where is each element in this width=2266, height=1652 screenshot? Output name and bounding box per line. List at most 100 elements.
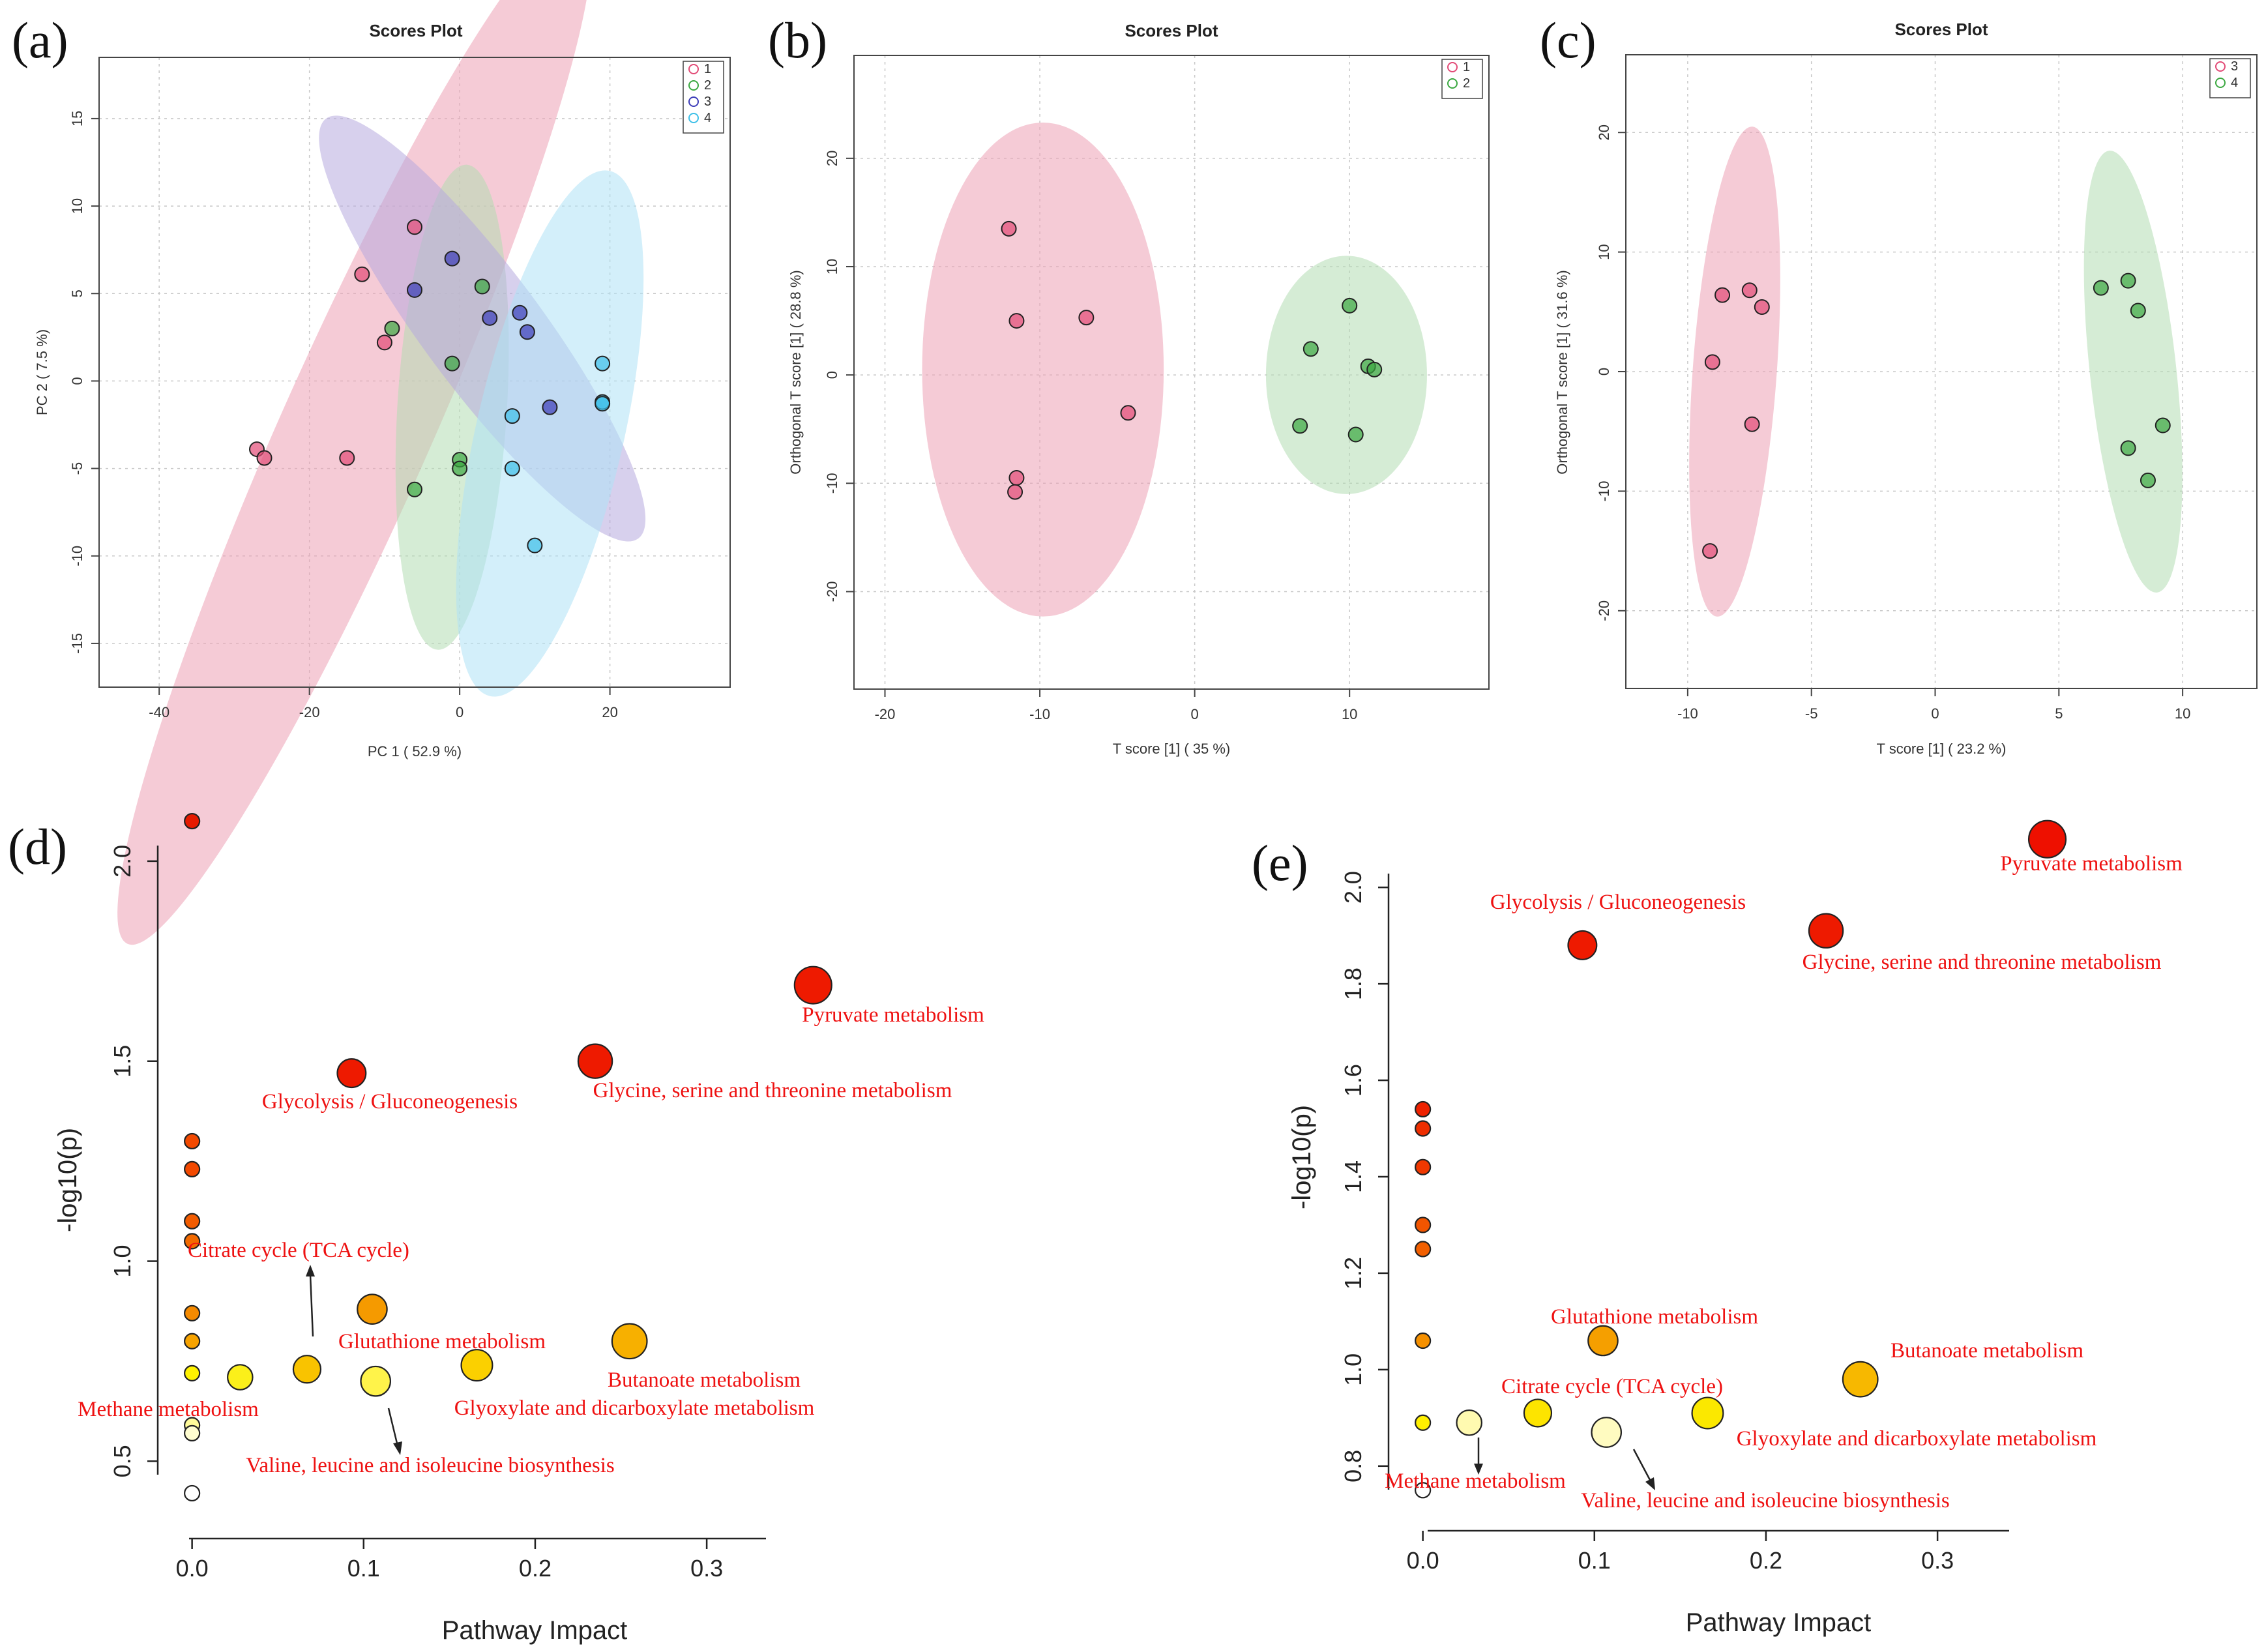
plot-title-c: Scores Plot (1894, 20, 1988, 39)
y-tick-label: 1.4 (1340, 1160, 1366, 1193)
data-point-group-4 (595, 355, 611, 372)
legend-c: 34 (2209, 58, 2251, 98)
pathway-bubble (360, 1365, 392, 1397)
pathway-bubble (1415, 1217, 1432, 1233)
data-point-group-3 (542, 399, 558, 415)
y-ticks-d: 0.5 1.0 1.5 2.0 (109, 845, 158, 1477)
points-a (249, 219, 611, 553)
label-valine-e: Valine, leucine and isoleucine biosynthe… (1581, 1489, 1949, 1512)
data-point-group-4 (2120, 440, 2136, 456)
plot-frame-b (853, 55, 1490, 690)
y-tick-label: 15 (69, 111, 85, 126)
points-b (1001, 220, 1383, 500)
pathway-bubble (184, 1160, 201, 1178)
pathway-bubble (2027, 819, 2067, 859)
y-tick-label: 2.0 (1340, 871, 1366, 904)
legend-marker-group-2 (688, 80, 699, 91)
pathway-bubble (577, 1043, 613, 1079)
points-c (1702, 273, 2171, 559)
pathway-bubble (611, 1323, 648, 1360)
panel-letter-b: (b) (768, 12, 827, 68)
pathway-bubble (1415, 1120, 1432, 1137)
label-glycolysis-d: Glycolysis / Gluconeogenesis (262, 1090, 518, 1114)
pathway-bubble (1842, 1361, 1879, 1398)
pathway-bubble (184, 1364, 201, 1381)
data-point-group-3 (444, 250, 460, 267)
data-point-group-2 (1366, 361, 1383, 377)
label-citrate-d: Citrate cycle (TCA cycle) (188, 1239, 409, 1262)
pathway-bubble (1415, 1414, 1432, 1431)
confidence-ellipse-group-4 (2083, 151, 2183, 593)
legend-box (683, 61, 724, 134)
legend-label-group-2: 2 (1463, 76, 1470, 91)
label-glyoxylate-e: Glyoxylate and dicarboxylate metabolism (1737, 1427, 2097, 1451)
arrowhead-citrate-d (306, 1265, 315, 1276)
data-point-group-4 (504, 408, 520, 424)
y-tick-label: 0 (1596, 368, 1612, 376)
y-tick-label: 0 (824, 371, 840, 379)
x-tick-label: 0 (1191, 706, 1199, 722)
label-glycine-e: Glycine, serine and threonine metabolism (1802, 951, 2162, 974)
x-tick-label: -5 (1805, 705, 1818, 722)
bubbles-d (184, 812, 832, 1502)
x-tick-label: 0.3 (1921, 1547, 1954, 1574)
label-butanoate-e: Butanoate metabolism (1891, 1339, 2083, 1363)
x-tick-label: 0 (1931, 705, 1939, 722)
y-tick-label: 2.0 (109, 845, 136, 878)
legend-label-group-1: 1 (1463, 60, 1470, 74)
legend-box (2209, 58, 2251, 98)
x-tick-label: 0 (456, 704, 464, 720)
data-point-group-4 (2093, 280, 2109, 296)
x-tick-label: 0.2 (1750, 1547, 1782, 1574)
pathway-bubble (1808, 913, 1844, 949)
x-tick-label: 0.1 (1578, 1547, 1611, 1574)
y-tick-label: 0 (69, 377, 85, 385)
x-tick-label: -20 (875, 706, 896, 722)
legend-label-group-3: 3 (2231, 59, 2238, 74)
panel-letter-a: (a) (12, 12, 68, 68)
x-axis-label-d: Pathway Impact (442, 1616, 628, 1645)
data-point-group-4 (2120, 273, 2136, 289)
legend-label-group-4: 4 (704, 111, 711, 125)
arrowhead-methane-e (1474, 1464, 1483, 1475)
legend-b: 12 (1441, 59, 1483, 99)
data-point-group-1 (1008, 470, 1025, 486)
confidence-ellipse-group-1 (922, 123, 1164, 617)
x-tick-label: 0.3 (690, 1555, 723, 1582)
pathway-bubble (357, 1293, 388, 1325)
pathway-bubble (1523, 1398, 1553, 1428)
confidence-ellipse-group-4 (456, 170, 644, 697)
y-tick-label: 1.0 (109, 1245, 136, 1278)
legend-marker-group-3 (2215, 61, 2226, 72)
ellipses-b (922, 123, 1427, 617)
annotations-d: Pyruvate metabolism Glycolysis / Glucone… (78, 1003, 984, 1477)
legend-marker-group-1 (688, 64, 699, 74)
x-tick-label: 0.2 (519, 1555, 552, 1582)
pathway-bubble (1415, 1332, 1432, 1350)
data-point-group-4 (504, 460, 520, 477)
x-ticks-e: 0.0 0.1 0.2 0.3 (1407, 1531, 1954, 1574)
ellipses-a (117, 0, 646, 945)
y-tick-label: -10 (824, 473, 840, 494)
label-glutathione-e: Glutathione metabolism (1551, 1305, 1758, 1329)
legend-box (1441, 59, 1483, 99)
y-tick-label: -10 (1596, 480, 1612, 501)
y-ticks-e: 0.8 1.0 1.2 1.4 1.6 1.8 2.0 (1340, 871, 1389, 1482)
y-ticks-c: -20 -10 0 10 20 (1596, 125, 1626, 621)
x-axis-label-a: PC 1 ( 52.9 %) (368, 743, 462, 760)
legend-label-group-2: 2 (704, 78, 711, 93)
pathway-bubble (1567, 930, 1598, 960)
y-tick-label: 20 (1596, 125, 1612, 140)
arrow-valine-e (1632, 1449, 1652, 1482)
label-citrate-e: Citrate cycle (TCA cycle) (1501, 1375, 1723, 1398)
legend-marker-group-2 (1447, 78, 1458, 89)
data-point-group-3 (1741, 282, 1758, 299)
y-tick-label: 1.8 (1340, 967, 1366, 1000)
pathway-bubble (1591, 1417, 1623, 1448)
y-tick-label: 1.6 (1340, 1064, 1366, 1097)
pathway-bubble (184, 1213, 201, 1230)
data-point-group-3 (1704, 354, 1720, 370)
arrow-valine-d (387, 1408, 399, 1447)
ellipses-c (1689, 126, 2183, 617)
